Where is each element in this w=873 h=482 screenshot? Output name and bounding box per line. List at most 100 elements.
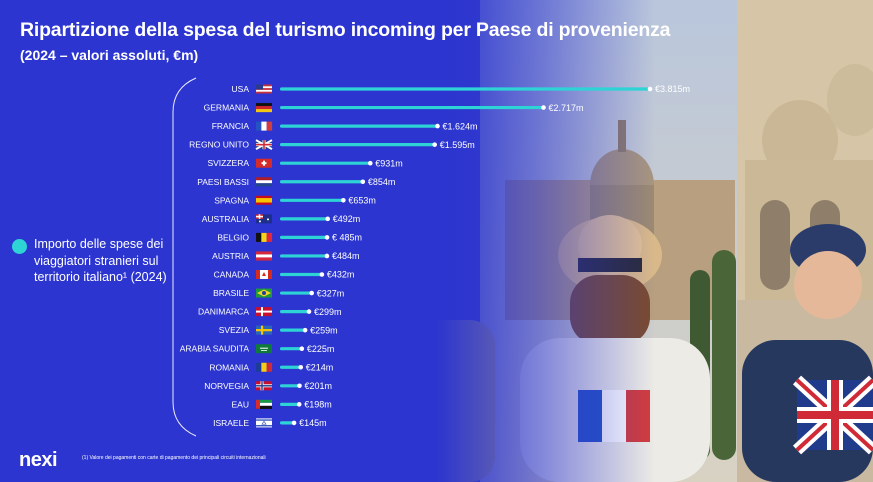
- bar: [280, 105, 544, 110]
- bar: [280, 384, 300, 388]
- flag-icon-gb: [255, 139, 273, 151]
- bar-end-marker: [360, 179, 366, 185]
- category-label: AUSTRALIA: [202, 214, 250, 224]
- flag-icon-sa: [256, 344, 272, 354]
- flag-icon-se: [256, 325, 272, 335]
- nexi-logo: nexi: [19, 449, 58, 471]
- value-label: €201m: [304, 381, 332, 391]
- bar: [280, 421, 295, 425]
- flag-icon-es: [256, 195, 272, 205]
- legend-dot-icon: [12, 239, 27, 254]
- bar-row-norvegia: NORVEGIA €201m: [204, 381, 332, 391]
- flag-icon-ch: [256, 158, 272, 168]
- bar: [280, 161, 371, 165]
- category-label: SVIZZERA: [207, 158, 249, 168]
- category-label: SVEZIA: [219, 325, 250, 335]
- flag-icon-dk: [256, 307, 272, 317]
- bar-end-marker: [306, 309, 312, 314]
- flag-icon-au: [256, 214, 272, 224]
- flag-icon-nl: [256, 177, 272, 187]
- bar: [280, 235, 328, 239]
- value-label: €145m: [299, 418, 327, 428]
- bar-row-germania: GERMANIA €2.717m: [204, 103, 584, 113]
- bar-end-marker: [309, 290, 315, 296]
- bar: [280, 365, 301, 369]
- bar-row-canada: CANADA €432m: [214, 270, 355, 280]
- bar-end-marker: [297, 383, 302, 389]
- bar-row-svizzera: SVIZZERA €931m: [207, 158, 402, 168]
- bar-end-marker: [296, 402, 302, 407]
- bar-end-marker: [325, 216, 331, 222]
- bar: [280, 124, 438, 128]
- flag-icon-fr: [256, 121, 273, 131]
- flag-icon-ae: [256, 399, 272, 409]
- bar-row-romania: ROMANIA €214m: [209, 362, 333, 372]
- value-label: €931m: [375, 158, 403, 168]
- bar-row-regno-unito: REGNO UNITO €1.595m: [189, 139, 475, 151]
- category-label: USA: [232, 84, 250, 94]
- bar-row-francia: FRANCIA €1.624m: [212, 121, 478, 131]
- bar-end-marker: [298, 364, 304, 370]
- page-title: Ripartizione della spesa del turismo inc…: [20, 19, 671, 41]
- bar: [280, 310, 309, 314]
- category-label: SPAGNA: [214, 195, 249, 205]
- bar: [280, 402, 300, 406]
- bar-row-usa: USA €3.815m: [232, 84, 691, 94]
- footnote: (1) Valore dei pagamenti con carte di pa…: [82, 455, 266, 461]
- value-label: €484m: [332, 251, 360, 261]
- flag-icon-ro: [256, 362, 273, 372]
- value-label: €492m: [333, 214, 361, 224]
- value-label: € 485m: [332, 233, 362, 243]
- category-label: NORVEGIA: [204, 381, 249, 391]
- flag-icon-br: [256, 288, 272, 298]
- value-label: €653m: [348, 196, 376, 206]
- bar-row-israele: ISRAELE €145m: [213, 418, 327, 428]
- category-label: BRASILE: [213, 288, 249, 298]
- flag-icon-de: [256, 103, 272, 113]
- value-label: €1.624m: [443, 121, 478, 131]
- page-subtitle: (2024 – valori assoluti, €m): [20, 47, 199, 63]
- bar-end-marker: [302, 327, 308, 333]
- flag-icon-ca: [256, 270, 272, 279]
- bar: [280, 328, 306, 332]
- category-label: CANADA: [214, 270, 250, 280]
- category-label: ISRAELE: [213, 418, 249, 428]
- value-label: €327m: [317, 288, 345, 298]
- value-label: €854m: [368, 177, 396, 187]
- category-label: BELGIO: [217, 232, 249, 242]
- bar-row-danimarca: DANIMARCA €299m: [198, 307, 342, 317]
- bar: [280, 87, 650, 91]
- bar: [280, 254, 327, 258]
- flag-icon-no: [256, 381, 272, 391]
- category-label: EAU: [232, 399, 249, 409]
- bar-row-eau: EAU €198m: [232, 399, 332, 409]
- bar-row-paesi-bassi: PAESI BASSI €854m: [197, 177, 395, 187]
- bar-row-australia: AUSTRALIA €492m: [202, 214, 360, 224]
- bar-row-brasile: BRASILE €327m: [213, 288, 344, 298]
- bar-end-marker: [291, 420, 297, 426]
- bar-row-svezia: SVEZIA €259m: [219, 325, 338, 335]
- bar-end-marker: [341, 198, 346, 203]
- legend-text: Importo delle spese dei viaggiatori stra…: [34, 237, 167, 284]
- value-label: €432m: [327, 270, 355, 280]
- flag-icon-be: [256, 232, 273, 242]
- bar: [280, 180, 363, 184]
- category-label: GERMANIA: [204, 103, 250, 113]
- flag-icon-at: [256, 251, 272, 261]
- bar: [280, 217, 328, 221]
- bar-row-austria: AUSTRIA €484m: [212, 251, 359, 261]
- bar: [280, 291, 312, 295]
- bar-end-marker: [299, 346, 305, 352]
- bar: [280, 272, 322, 277]
- bar-end-marker: [647, 86, 653, 92]
- bar-end-marker: [324, 253, 330, 259]
- bar-end-marker: [541, 105, 546, 110]
- bar-row-arabia-saudita: ARABIA SAUDITA €225m: [180, 344, 335, 354]
- category-label: ROMANIA: [209, 362, 249, 372]
- bar-row-belgio: BELGIO € 485m: [217, 232, 362, 242]
- category-label: PAESI BASSI: [197, 177, 249, 187]
- bar-end-marker: [367, 160, 373, 166]
